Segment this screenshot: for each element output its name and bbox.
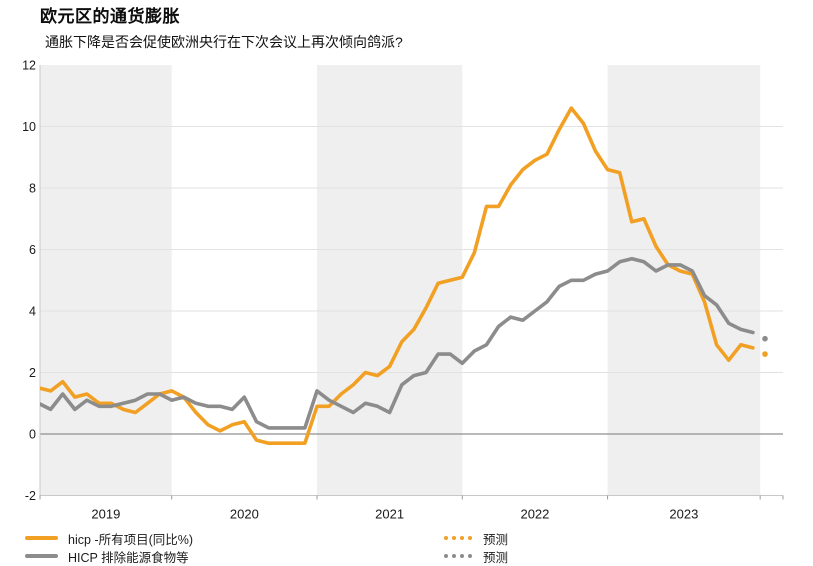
x-tick-label: 2020 [230, 507, 259, 522]
x-tick-label: 2019 [91, 507, 120, 522]
core-line-swatch-icon [25, 554, 58, 558]
legend-label-forecast-core: 预测 [483, 550, 509, 565]
legend-row-headline: hicp -所有项目(同比%) 预测 [0, 529, 813, 547]
x-tick-label: 2021 [375, 507, 404, 522]
page-subtitle: 通胀下降是否会促使欧洲央行在下次会议上再次倾向鸽派? [45, 34, 403, 50]
series-group [40, 106, 755, 446]
headline-line-swatch-icon [25, 536, 58, 540]
x-tick-label: 2023 [669, 507, 698, 522]
legend-row-core: HICP 排除能源食物等 预测 [0, 547, 813, 565]
year-band-2023 [607, 65, 761, 496]
hicp-all-items-line-forecast-dot [762, 351, 768, 357]
page-title: 欧元区的通货膨胀 [40, 7, 180, 26]
hicp-core-line [40, 256, 755, 430]
legend-label-forecast-headline: 预测 [483, 532, 509, 547]
hicp-core-line-forecast-dot [762, 335, 768, 342]
hicp-all-items-line [40, 106, 755, 446]
legend-label-core: HICP 排除能源食物等 [68, 550, 189, 565]
legend-label-headline: hicp -所有项目(同比%) [68, 532, 194, 547]
y-tick-label: 10 [22, 120, 36, 134]
y-tick-label: 0 [29, 428, 36, 442]
year-band-2021 [316, 65, 463, 496]
y-tick-label: 8 [29, 182, 36, 196]
y-tick-label: 12 [22, 59, 36, 73]
legend-forecast-core: 预测 [444, 547, 508, 565]
year-band-2019 [40, 65, 172, 496]
chart-legend: hicp -所有项目(同比%) 预测 HICP 排除能源食物等 预测 [0, 529, 813, 565]
chart-header: 欧元区的通货膨胀 通胀下降是否会促使欧洲央行在下次会议上再次倾向鸽派? [40, 6, 403, 51]
y-tick-label: -2 [25, 489, 36, 503]
y-tick-label: 6 [29, 243, 36, 257]
x-tick-label: 2022 [520, 507, 549, 522]
legend-forecast-headline: 预测 [444, 529, 508, 547]
forecast-dotted-swatch-icon [444, 554, 472, 558]
y-tick-label: 4 [29, 305, 36, 319]
forecast-dotted-swatch-icon [444, 536, 472, 540]
y-tick-label: 2 [29, 366, 36, 380]
